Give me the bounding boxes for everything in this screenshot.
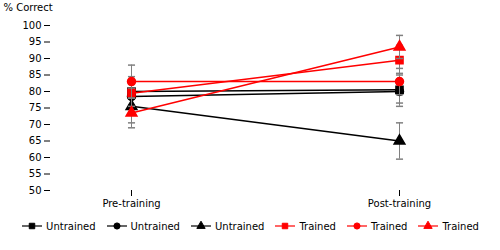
html-text:Trained: Trained	[442, 220, 479, 232]
svg-text:90: 90	[29, 53, 42, 64]
svg-text:50: 50	[29, 185, 42, 196]
html-text:Untrained: Untrained	[215, 220, 265, 232]
svg-text:70: 70	[29, 119, 42, 130]
html-text:Trained: Trained	[299, 220, 336, 232]
svg-text:65: 65	[29, 135, 42, 146]
html-text:Trained: Trained	[370, 220, 408, 232]
svg-text:55: 55	[29, 168, 42, 179]
svg-text:80: 80	[29, 86, 42, 97]
svg-text:60: 60	[29, 152, 42, 163]
svg-text:95: 95	[29, 36, 42, 47]
html-text:Untrained: Untrained	[46, 220, 96, 232]
svg-text:100: 100	[22, 20, 41, 31]
svg-text:% Correct: % Correct	[4, 2, 53, 13]
svg-text:Pre-training: Pre-training	[102, 198, 160, 209]
svg-text:85: 85	[29, 69, 42, 80]
svg-text:75: 75	[29, 102, 42, 113]
html-text:Untrained: Untrained	[130, 220, 180, 232]
svg-text:Post-training: Post-training	[368, 198, 431, 209]
